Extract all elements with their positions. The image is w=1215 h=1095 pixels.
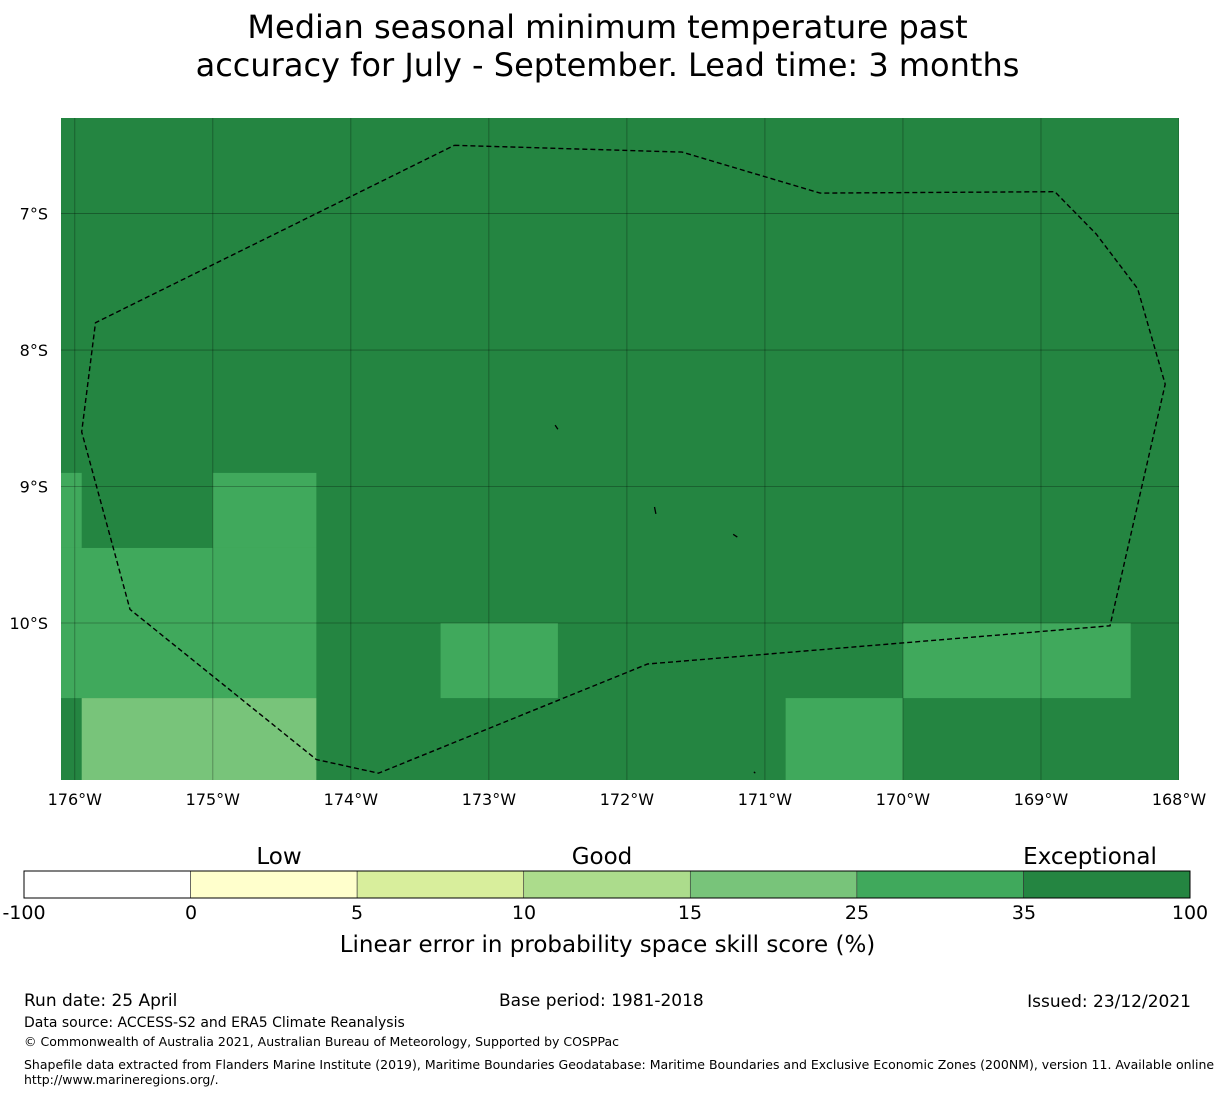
skill-cell — [61, 472, 82, 548]
longitude-tick-label: 170°W — [876, 790, 931, 809]
island-coastline — [753, 771, 756, 774]
map-plot-area — [61, 118, 1179, 780]
island-coastline — [732, 533, 738, 538]
colorbar-tick-label: 25 — [844, 902, 870, 924]
colorbar-segment — [523, 870, 691, 899]
shapefile-credit-line-1: Shapefile data extracted from Flanders M… — [24, 1057, 1215, 1072]
run-date: Run date: 25 April — [24, 991, 178, 1011]
colorbar-outline — [23, 870, 1191, 899]
copyright: © Commonwealth of Australia 2021, Austra… — [24, 1034, 619, 1049]
island-coastline — [554, 424, 559, 430]
colorbar-category-low: Low — [256, 844, 302, 870]
skill-cell — [440, 623, 558, 699]
colorbar-tick-label: 15 — [677, 902, 703, 924]
colorbar-segment — [356, 870, 525, 899]
map-panel: 176°W 175°W 174°W 173°W 172°W 171°W 170°W 169°W… — [9, 118, 1206, 809]
colorbar-tick-label: 35 — [1011, 902, 1037, 924]
base-period: Base period: 1981-2018 — [499, 991, 704, 1011]
island-coastline — [653, 506, 657, 514]
colorbar — [23, 870, 1191, 899]
longitude-tick-label: 172°W — [600, 790, 655, 809]
longitude-tick-label: 175°W — [186, 790, 241, 809]
colorbar-tick-label: 10 — [511, 902, 537, 924]
colorbar-category-exceptional: Exceptional — [1023, 844, 1157, 870]
colorbar-segment — [689, 870, 858, 899]
colorbar-tick-label: -100 — [2, 902, 46, 924]
latitude-tick-label: 8°S — [20, 341, 48, 360]
skill-cell — [212, 472, 317, 548]
skill-cell — [902, 623, 1131, 699]
longitude-tick-label: 174°W — [324, 790, 379, 809]
colorbar-segment — [23, 870, 191, 899]
colorbar-segment — [190, 870, 358, 899]
skill-cell — [61, 547, 317, 699]
longitude-tick-label: 171°W — [738, 790, 793, 809]
colorbar-segment — [1023, 870, 1191, 899]
longitude-tick-label: 169°W — [1014, 790, 1069, 809]
data-source: Data source: ACCESS-S2 and ERA5 Climate … — [24, 1015, 405, 1031]
latitude-tick-label: 10°S — [9, 614, 48, 633]
colorbar-tick-label: 0 — [184, 902, 198, 924]
longitude-tick-label: 176°W — [48, 790, 103, 809]
longitude-tick-label: 173°W — [462, 790, 517, 809]
skill-cell — [81, 698, 317, 780]
latitude-tick-label: 7°S — [20, 205, 48, 224]
shapefile-credit-line-2: http://www.marineregions.org/. — [24, 1072, 219, 1087]
colorbar-axis-label: Linear error in probability space skill … — [339, 932, 876, 958]
issued-date: Issued: 23/12/2021 — [1027, 992, 1191, 1012]
longitude-tick-label: 168°W — [1152, 790, 1207, 809]
colorbar-tick-label: 5 — [350, 902, 364, 924]
map-title-line-2: accuracy for July - September. Lead time… — [195, 46, 1020, 84]
colorbar-tick-label: 100 — [1171, 902, 1209, 924]
colorbar-segment — [856, 870, 1024, 899]
skill-cell — [785, 698, 903, 780]
colorbar-category-good: Good — [571, 844, 633, 870]
eez-boundary — [80, 144, 1166, 774]
latitude-tick-label: 9°S — [20, 478, 48, 497]
map-title-line-1: Median seasonal minimum temperature past — [247, 8, 968, 46]
map-layer: 176°W 175°W 174°W 173°W 172°W 171°W 170°W 169°W… — [9, 118, 1206, 809]
map-title: Median seasonal minimum temperature past… — [0, 8, 1215, 84]
